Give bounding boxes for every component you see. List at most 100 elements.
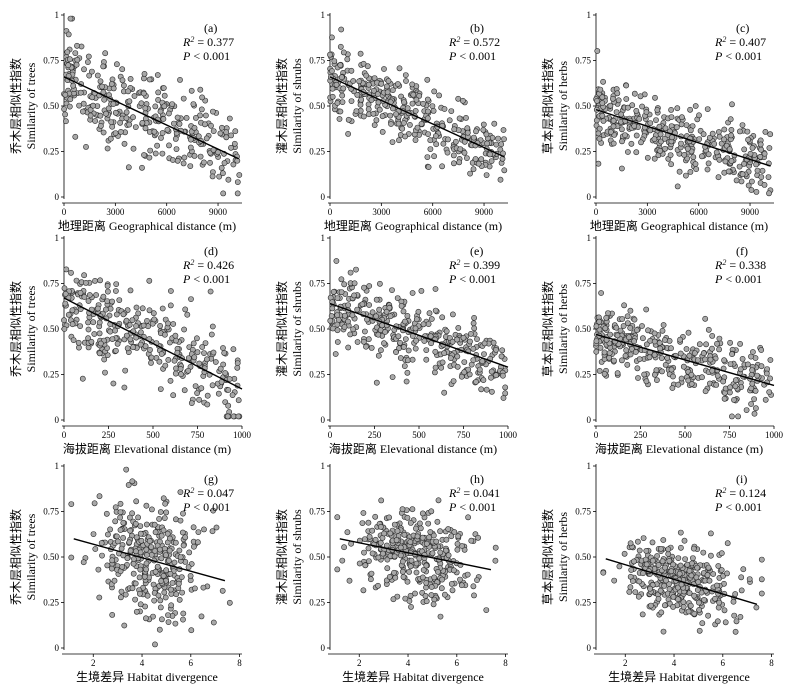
scatter-point [407,592,414,599]
scatter-point [362,562,369,569]
scatter-point [608,129,614,135]
scatter-point [132,596,138,603]
panel-d: 0 0.25 0.50 0.75 1 0 250 500 750 1000 (d)R2 = 0.42… [8,233,252,456]
scatter-point [371,75,378,81]
scatter-point [361,284,367,291]
scatter-point [610,140,617,147]
scatter-point [142,343,149,350]
scatter-point [125,164,132,171]
scatter-point [701,597,707,603]
scatter-point [720,378,727,385]
y-tick-label: 1 [55,10,60,20]
scatter-point [451,529,458,535]
scatter-point [614,332,621,339]
scatter-point [470,320,477,327]
x-axis-label: 地理距离 Geographical distance (m) [590,218,768,233]
scatter-point [408,557,415,564]
scatter-point [636,578,643,585]
scatter-point [197,86,204,93]
scatter-point [157,509,164,515]
scatter-point [694,564,701,571]
scatter-point [430,108,437,114]
scatter-point [458,373,465,380]
scatter-point [745,136,751,143]
scatter-point [721,136,727,143]
scatter-point [363,72,370,79]
scatter-point [423,540,430,547]
scatter-point [657,131,664,138]
scatter-point [209,528,216,535]
scatter-point [369,527,376,534]
scatter-point [75,339,82,346]
scatter-point [472,156,479,162]
scatter-point [154,72,161,78]
scatter-point [699,620,706,627]
scatter-point [133,323,139,329]
scatter-point [647,127,654,134]
y-tick-label: 1 [587,233,592,243]
scatter-point [658,546,664,552]
scatter-point [718,567,725,573]
scatter-point [749,367,755,373]
scatter-point [410,91,417,98]
scatter-point [83,279,89,286]
scatter-point [398,302,405,309]
scatter-point [172,332,179,339]
scatter-point [705,564,712,571]
scatter-point [221,349,228,356]
scatter-point [99,552,105,559]
scatter-point [102,369,108,376]
scatter-point [499,347,506,354]
scatter-point [710,571,717,577]
scatter-point [188,87,195,94]
scatter-point [119,564,126,570]
scatter-point [594,48,601,54]
scatter-point [377,540,384,546]
scatter-point [660,537,667,543]
x-tick-label: 9000 [475,207,494,217]
scatter-point [102,50,109,57]
scatter-point [470,166,477,173]
scatter-point [354,92,361,98]
scatter-point [401,99,407,105]
scatter-point [761,181,768,188]
data-points [334,497,499,620]
scatter-point [622,132,628,138]
scatter-point [655,562,662,568]
scatter-point [702,388,709,395]
scatter-point [463,155,470,161]
scatter-point [640,535,647,541]
scatter-point [234,364,241,371]
scatter-point [122,367,129,374]
r-squared-label: R2 = 0.377 [182,35,234,49]
scatter-point [423,562,430,569]
scatter-point [412,325,419,332]
scatter-point [152,150,159,157]
scatter-point [98,540,105,546]
scatter-point [423,356,430,363]
scatter-point [344,529,351,536]
scatter-point [132,520,139,527]
scatter-point [353,266,359,273]
scatter-point [704,166,711,173]
scatter-point [192,383,199,389]
scatter-point [85,326,92,333]
scatter-point [387,530,394,537]
scatter-point [664,355,671,361]
scatter-point [67,96,74,103]
scatter-point [500,127,507,133]
scatter-point [236,172,243,178]
scatter-point [740,566,747,573]
scatter-point [151,521,158,528]
scatter-point [213,524,220,531]
scatter-point [728,126,735,133]
scatter-point [198,106,205,113]
scatter-point [162,552,169,558]
scatter-point [91,500,98,507]
scatter-point [383,308,390,315]
scatter-point [724,570,730,577]
scatter-point [180,160,187,167]
scatter-point [72,133,79,140]
scatter-point [688,572,695,579]
scatter-point [665,546,672,553]
